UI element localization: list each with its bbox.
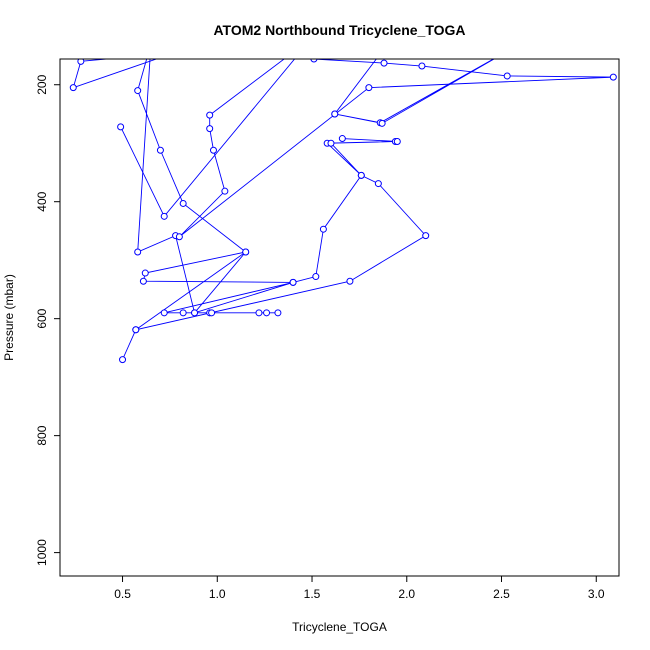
x-tick-label: 2.5 (493, 587, 510, 601)
data-point (393, 137, 401, 145)
data-point (141, 269, 149, 277)
data-point (242, 248, 250, 256)
series-line (72, 59, 614, 238)
data-point (179, 309, 187, 317)
x-tick-label: 1.5 (304, 587, 321, 601)
series-line (122, 59, 427, 360)
data-layer (69, 41, 617, 364)
data-point (208, 309, 216, 317)
data-point (374, 180, 382, 188)
y-tick-label: 1000 (35, 539, 49, 566)
data-point (380, 59, 388, 67)
y-tick-label: 600 (35, 308, 49, 328)
data-point (331, 110, 339, 118)
data-point (319, 225, 327, 233)
data-point (365, 84, 373, 92)
data-point (132, 326, 140, 334)
data-point (175, 233, 183, 241)
data-point (271, 41, 277, 47)
data-point (206, 125, 214, 133)
data-point (148, 41, 154, 47)
x-axis-label: Tricyclene_TOGA (292, 620, 387, 634)
data-point (357, 171, 365, 179)
data-point (117, 123, 125, 131)
x-axis: 0.5 1.0 1.5 2.0 2.5 3.0 (114, 576, 605, 601)
series-2 (331, 41, 523, 127)
data-point (346, 277, 354, 285)
y-tick-label: 400 (35, 191, 49, 211)
y-axis: 200 400 600 800 1000 (35, 74, 60, 566)
data-point (327, 139, 335, 147)
data-point (378, 119, 386, 127)
y-axis-label: Pressure (mbar) (2, 274, 16, 361)
data-point (221, 187, 229, 195)
chart-title: ATOM2 Northbound Tricyclene_TOGA (213, 22, 465, 38)
series-0 (119, 41, 430, 364)
data-point (263, 309, 271, 317)
data-point (119, 356, 127, 364)
x-tick-label: 0.5 (114, 587, 131, 601)
plot-frame (59, 58, 620, 577)
data-point (418, 62, 426, 70)
y-tick-label: 200 (35, 74, 49, 94)
data-point (160, 309, 168, 317)
data-point (77, 59, 85, 65)
data-point (134, 248, 142, 256)
data-point (69, 84, 77, 92)
data-point (255, 309, 263, 317)
data-point (134, 87, 142, 95)
y-tick-label: 800 (35, 425, 49, 445)
data-point (156, 146, 164, 154)
data-point (191, 309, 199, 317)
data-point (517, 41, 523, 47)
x-tick-label: 2.0 (398, 587, 415, 601)
data-point (139, 277, 147, 285)
data-point (609, 73, 617, 81)
series-1 (69, 41, 617, 241)
data-point (289, 278, 297, 286)
data-point (160, 212, 168, 220)
data-point (312, 273, 320, 281)
series-line (333, 59, 495, 124)
x-tick-label: 3.0 (588, 587, 605, 601)
data-point (503, 72, 511, 80)
data-point (209, 146, 217, 154)
data-point (274, 309, 282, 317)
x-tick-label: 1.0 (209, 587, 226, 601)
data-point (310, 59, 318, 63)
data-point (338, 135, 346, 143)
data-point (206, 111, 214, 119)
data-point (179, 199, 187, 207)
data-point (385, 41, 391, 47)
data-point (422, 232, 430, 240)
